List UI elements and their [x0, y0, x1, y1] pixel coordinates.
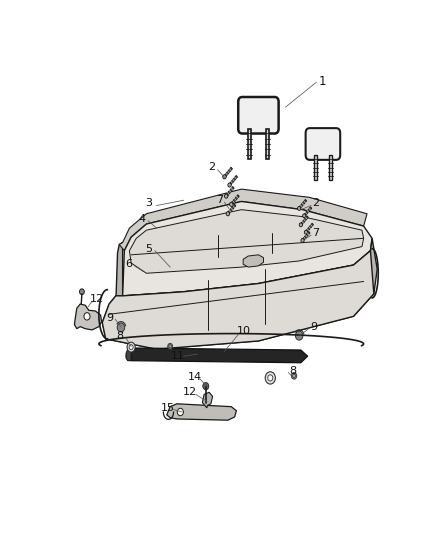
Polygon shape: [102, 251, 374, 349]
Circle shape: [169, 345, 171, 348]
Text: 15: 15: [161, 403, 175, 413]
Circle shape: [224, 194, 228, 198]
Text: 9: 9: [106, 312, 113, 322]
Text: 12: 12: [90, 294, 104, 304]
Circle shape: [117, 323, 125, 332]
Polygon shape: [248, 128, 251, 159]
Circle shape: [230, 202, 233, 206]
Polygon shape: [300, 216, 308, 225]
Polygon shape: [167, 404, 237, 420]
Text: 1: 1: [319, 75, 327, 88]
Text: 6: 6: [125, 259, 132, 269]
Text: 2: 2: [312, 198, 319, 208]
Text: 14: 14: [187, 372, 201, 382]
Polygon shape: [116, 243, 123, 302]
Polygon shape: [299, 199, 307, 209]
FancyBboxPatch shape: [238, 97, 279, 134]
Circle shape: [203, 383, 209, 390]
Text: 5: 5: [145, 244, 152, 254]
Circle shape: [205, 384, 207, 388]
Text: 10: 10: [237, 326, 251, 336]
Circle shape: [303, 214, 306, 218]
Polygon shape: [230, 195, 239, 205]
Text: 3: 3: [145, 198, 152, 208]
Text: 8: 8: [117, 332, 124, 342]
Circle shape: [84, 313, 90, 320]
Text: 9: 9: [310, 321, 317, 332]
Circle shape: [295, 331, 303, 340]
Circle shape: [299, 223, 303, 227]
Circle shape: [291, 373, 297, 379]
Polygon shape: [229, 175, 237, 186]
Polygon shape: [130, 209, 364, 273]
Polygon shape: [202, 392, 212, 408]
FancyBboxPatch shape: [306, 128, 340, 160]
Polygon shape: [224, 167, 233, 177]
Polygon shape: [329, 155, 332, 180]
Polygon shape: [126, 348, 307, 363]
Circle shape: [129, 345, 133, 350]
Polygon shape: [266, 128, 269, 159]
Text: 11: 11: [171, 351, 185, 361]
Circle shape: [297, 206, 301, 211]
Polygon shape: [302, 231, 310, 241]
Circle shape: [203, 383, 208, 390]
Text: 8: 8: [290, 366, 297, 376]
Polygon shape: [74, 304, 102, 330]
Text: 7: 7: [216, 195, 223, 205]
Circle shape: [293, 374, 295, 377]
Polygon shape: [227, 204, 236, 215]
Text: 7: 7: [312, 228, 319, 238]
Circle shape: [228, 183, 231, 187]
Circle shape: [226, 212, 230, 216]
Circle shape: [304, 230, 307, 234]
Circle shape: [268, 375, 273, 381]
Polygon shape: [352, 238, 377, 317]
Text: 4: 4: [139, 214, 146, 224]
Circle shape: [80, 289, 84, 295]
Circle shape: [204, 384, 207, 388]
Polygon shape: [304, 207, 312, 216]
Polygon shape: [119, 189, 367, 251]
Text: 2: 2: [208, 163, 215, 172]
Polygon shape: [123, 201, 372, 296]
Polygon shape: [305, 223, 314, 233]
Polygon shape: [226, 187, 234, 197]
Circle shape: [223, 175, 226, 179]
Polygon shape: [243, 255, 264, 267]
Circle shape: [301, 238, 304, 243]
Circle shape: [127, 342, 135, 352]
Polygon shape: [102, 273, 353, 349]
Polygon shape: [314, 155, 317, 180]
Text: 12: 12: [183, 387, 197, 397]
Polygon shape: [126, 348, 131, 361]
Polygon shape: [123, 251, 372, 304]
Circle shape: [168, 343, 173, 349]
Circle shape: [177, 408, 184, 416]
Circle shape: [265, 372, 276, 384]
